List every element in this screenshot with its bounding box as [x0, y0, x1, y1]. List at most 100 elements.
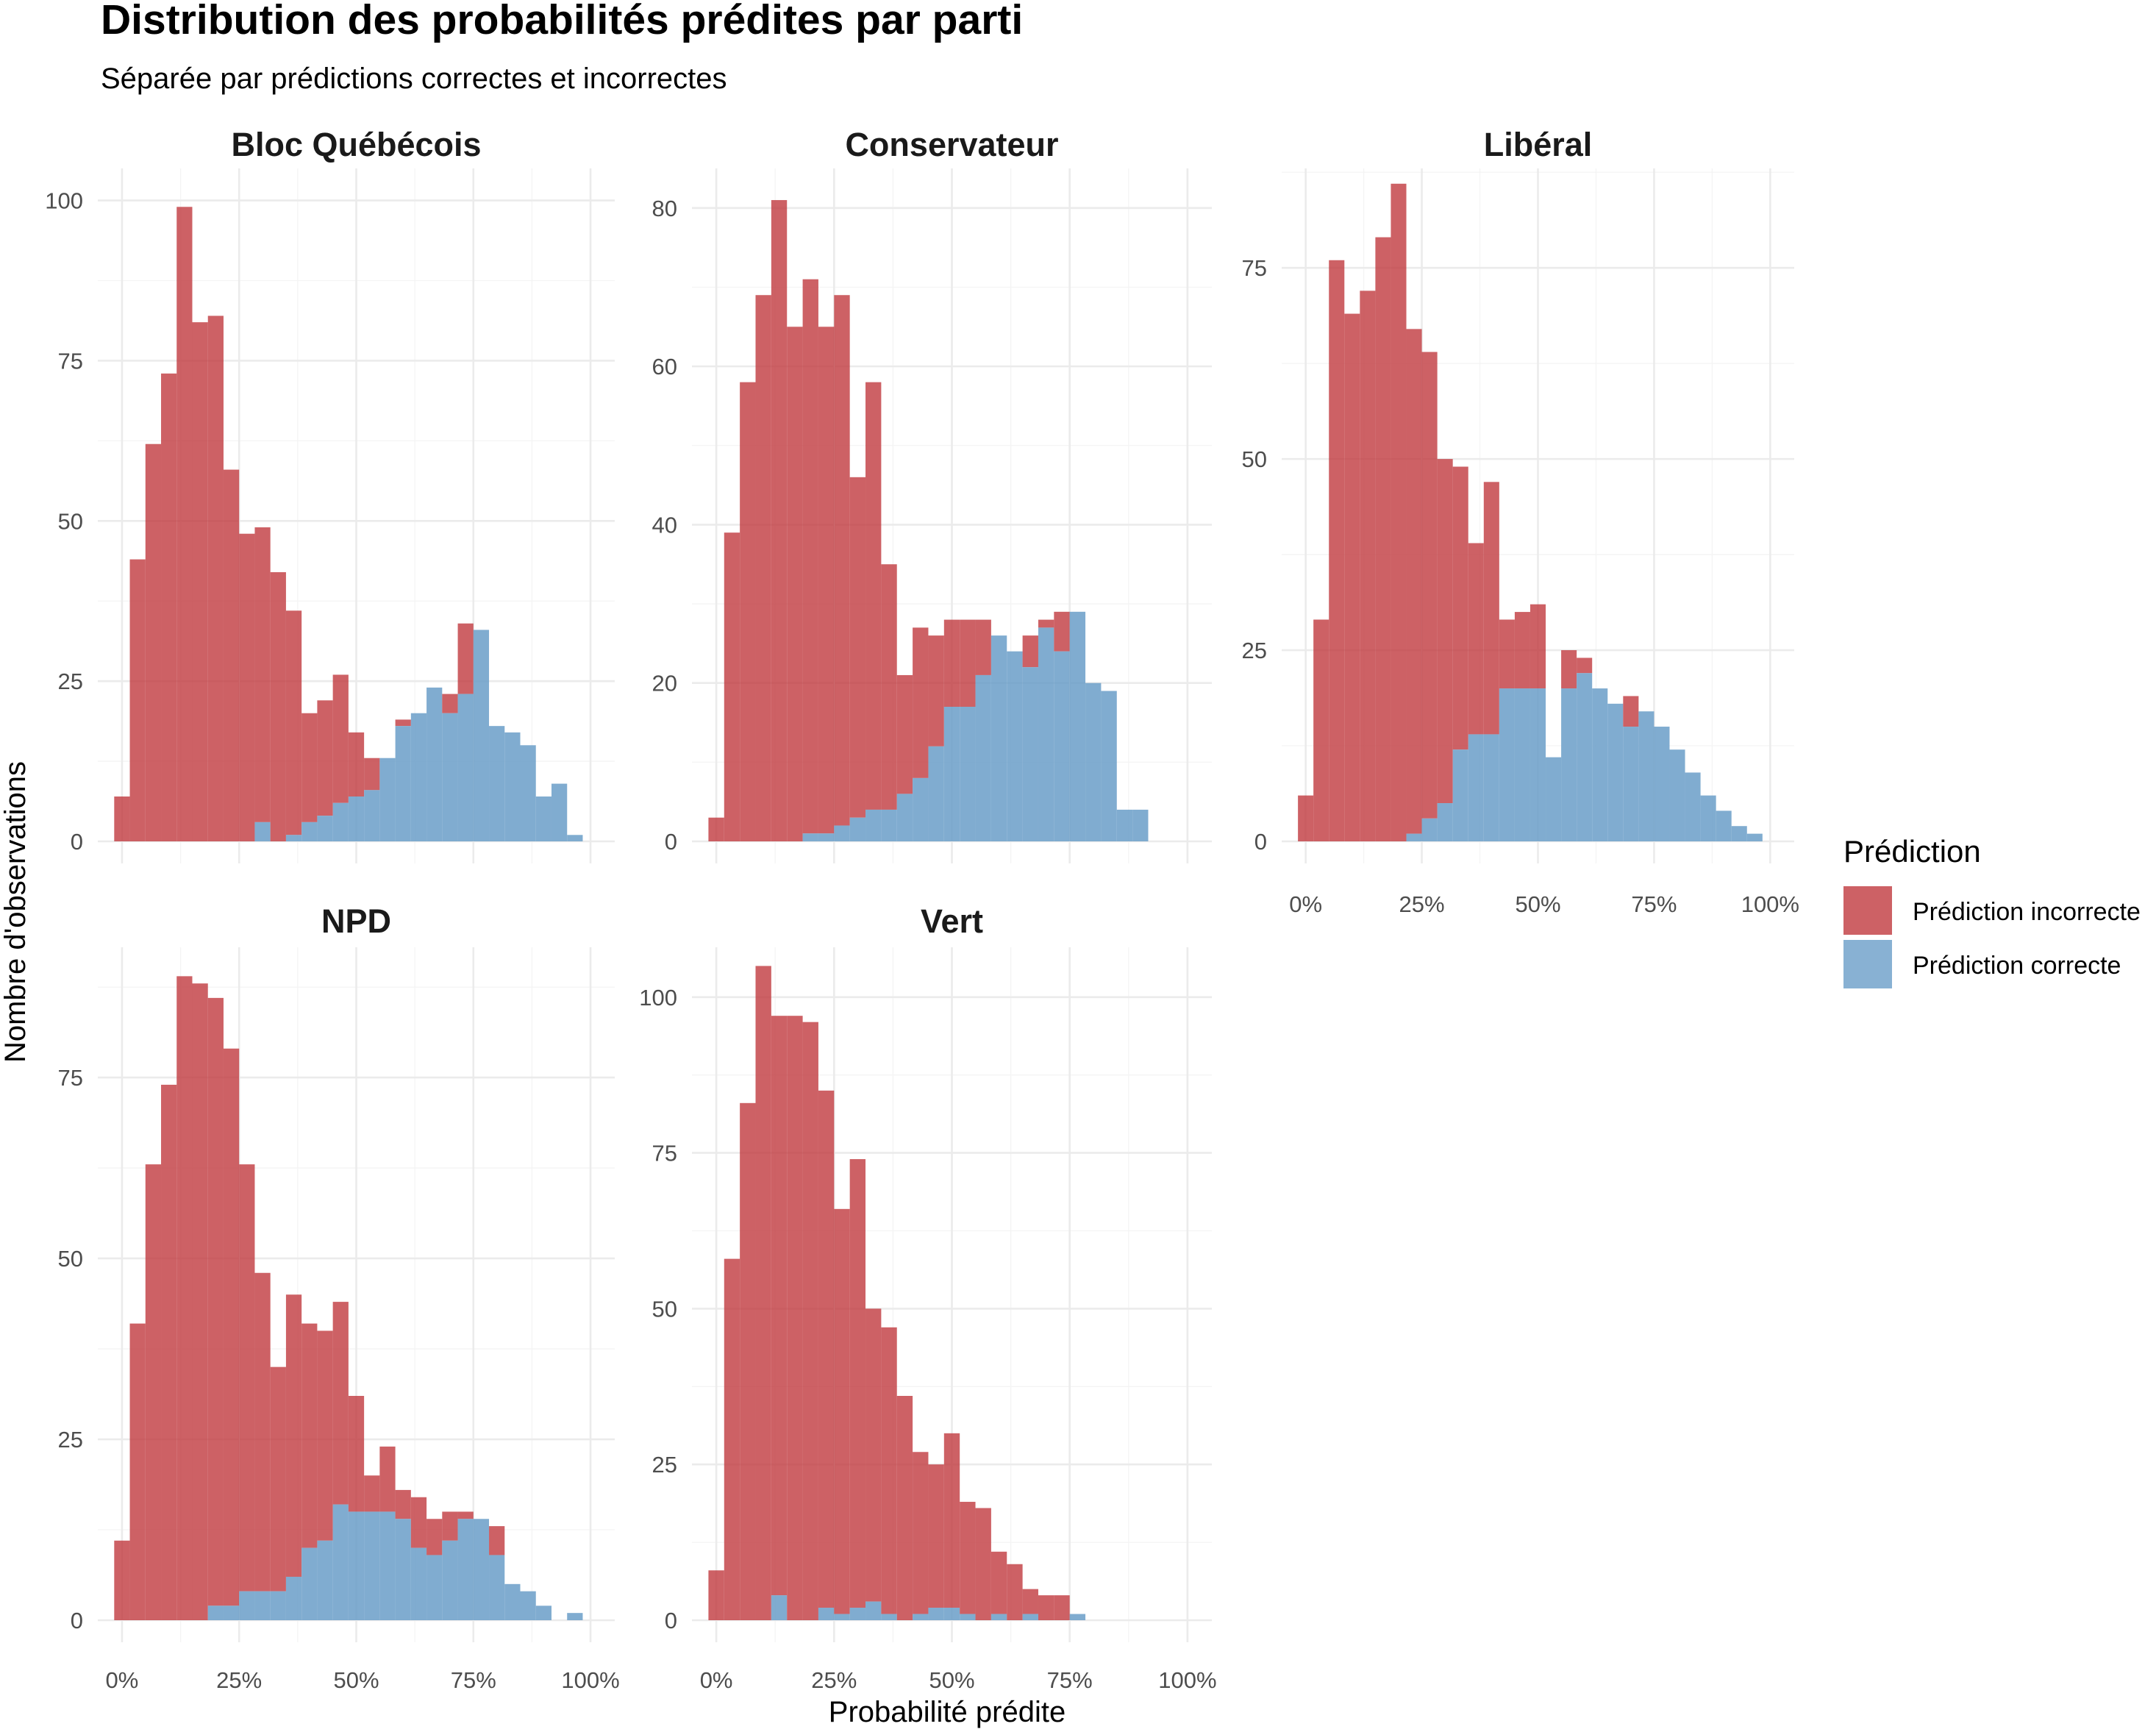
bar-incorrect — [1406, 329, 1422, 834]
panel-4: 0 25 50 75 100 Vert 0% 25% 50% 75% 100% — [639, 902, 1216, 1693]
bar-correct — [285, 1576, 302, 1620]
bar-correct — [1022, 1614, 1038, 1620]
bar-incorrect — [1623, 696, 1639, 727]
bar-incorrect — [1054, 1595, 1070, 1620]
bar-incorrect — [442, 1511, 458, 1541]
bar-correct — [348, 1511, 365, 1620]
bar-correct — [426, 687, 443, 841]
bar-correct — [1561, 688, 1577, 841]
bar-incorrect — [332, 674, 349, 803]
bar-incorrect — [1038, 1595, 1054, 1620]
bar-correct — [223, 1606, 240, 1620]
bar-incorrect — [364, 1475, 380, 1512]
bar-correct — [1700, 795, 1716, 841]
bar-incorrect — [285, 1294, 302, 1577]
bar-correct — [1085, 683, 1102, 841]
bar-incorrect — [802, 1022, 818, 1620]
bar-incorrect — [270, 572, 286, 841]
bar-correct — [567, 1613, 583, 1620]
y-tick-label: 100 — [639, 985, 677, 1011]
bar-incorrect — [881, 1327, 897, 1614]
bar-incorrect — [1360, 291, 1376, 841]
x-tick-label: 25% — [1399, 891, 1445, 917]
bar-incorrect — [849, 1159, 866, 1608]
bar-incorrect — [285, 610, 302, 835]
bar-incorrect — [489, 1526, 505, 1555]
bar-incorrect — [1344, 313, 1360, 841]
bar-correct — [771, 1595, 788, 1620]
bar-correct — [1716, 810, 1732, 841]
bar-incorrect — [457, 1511, 474, 1519]
bar-incorrect — [457, 623, 474, 694]
bar-incorrect — [1054, 611, 1070, 652]
bar-incorrect — [192, 983, 208, 1620]
bar-correct — [426, 1555, 443, 1620]
y-tick-label: 50 — [1242, 446, 1267, 472]
y-tick-label: 50 — [58, 508, 83, 534]
bar-correct — [849, 1608, 866, 1620]
bar-correct — [1038, 627, 1054, 841]
bar-incorrect — [239, 1164, 255, 1592]
x-tick-label: 50% — [929, 1667, 974, 1693]
bar-incorrect — [913, 1452, 929, 1614]
bar-correct — [1069, 611, 1086, 841]
bar-correct — [1007, 651, 1023, 841]
bar-correct — [395, 726, 411, 841]
y-tick-label: 75 — [58, 348, 83, 374]
bar-incorrect — [724, 1258, 740, 1620]
bar-incorrect — [943, 619, 960, 707]
x-tick-label: 75% — [451, 1667, 496, 1693]
bar-incorrect — [223, 469, 240, 841]
bar-incorrect — [755, 966, 771, 1620]
bar-incorrect — [960, 619, 976, 707]
y-tick-label: 0 — [71, 1608, 83, 1633]
bar-correct — [881, 1614, 897, 1620]
legend-key-incorrect — [1843, 886, 1892, 935]
bar-incorrect — [364, 758, 380, 791]
bar-incorrect — [254, 527, 271, 822]
bar-correct — [1499, 688, 1515, 841]
bar-incorrect — [787, 1016, 803, 1620]
y-axis-label: Nombre d'observations — [0, 761, 32, 1063]
bar-correct — [1514, 688, 1530, 841]
bar-incorrect — [865, 1308, 882, 1602]
bar-correct — [317, 816, 333, 841]
x-tick-label: 25% — [216, 1667, 262, 1693]
bar-incorrect — [161, 1084, 177, 1620]
bar-incorrect — [1468, 543, 1484, 735]
bar-incorrect — [896, 674, 913, 794]
bar-correct — [1529, 688, 1546, 841]
x-tick-label: 100% — [1158, 1667, 1216, 1693]
bar-correct — [1054, 651, 1070, 841]
bar-correct — [535, 1606, 552, 1620]
bar-correct — [1132, 809, 1149, 841]
bar-incorrect — [1452, 466, 1468, 750]
y-tick-label: 0 — [1254, 829, 1267, 855]
bar-incorrect — [1577, 657, 1593, 674]
panel-0: 0 25 50 75 100 Bloc Québécois — [45, 126, 615, 863]
bar-correct — [332, 802, 349, 841]
bar-incorrect — [724, 532, 740, 841]
bar-correct — [1483, 734, 1499, 841]
bar-incorrect — [1421, 352, 1438, 819]
bar-correct — [802, 833, 818, 841]
y-tick-label: 75 — [652, 1141, 677, 1166]
bar-correct — [975, 674, 991, 841]
bar-correct — [896, 794, 913, 841]
y-tick-label: 25 — [1242, 638, 1267, 663]
panel-title: NPD — [321, 902, 391, 940]
chart-subtitle: Séparée par prédictions correctes et inc… — [101, 63, 727, 95]
bar-correct — [348, 796, 365, 841]
bar-correct — [1437, 803, 1453, 841]
bar-incorrect — [192, 322, 208, 842]
bar-correct — [818, 1608, 835, 1620]
bar-correct — [567, 835, 583, 841]
bar-correct — [913, 1614, 929, 1620]
bar-incorrect — [913, 627, 929, 778]
panels: 0 25 50 75 100 Bloc Québécois 0 20 40 60 80 Conserv… — [45, 126, 1799, 1693]
bar-incorrect — [317, 1330, 333, 1541]
bar-incorrect — [818, 327, 835, 834]
bar-incorrect — [114, 796, 130, 841]
bar-correct — [254, 1591, 271, 1620]
bar-correct — [301, 822, 318, 841]
